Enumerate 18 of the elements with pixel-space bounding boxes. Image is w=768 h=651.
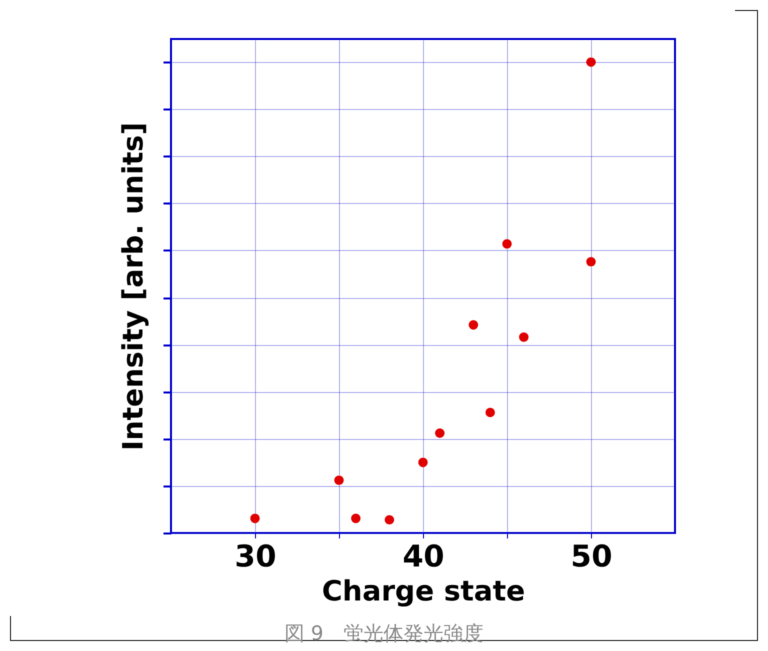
point — [586, 57, 596, 67]
y-axis-title: Intensity [arb. units] — [116, 122, 150, 451]
x-tick-label: 40 — [402, 540, 444, 574]
point — [485, 408, 495, 418]
x-tick-label: 30 — [234, 540, 276, 574]
point — [418, 458, 428, 468]
point — [502, 239, 512, 249]
caption: 図 9 蛍光体発光強度 — [283, 620, 485, 647]
point — [519, 332, 529, 342]
point — [334, 476, 344, 485]
point — [435, 428, 445, 438]
point — [351, 514, 361, 524]
point — [468, 320, 478, 330]
point — [384, 515, 394, 525]
x-axis-title: Charge state — [322, 574, 526, 608]
point — [250, 514, 260, 524]
x-tick-label: 50 — [570, 540, 612, 574]
point — [586, 257, 596, 266]
